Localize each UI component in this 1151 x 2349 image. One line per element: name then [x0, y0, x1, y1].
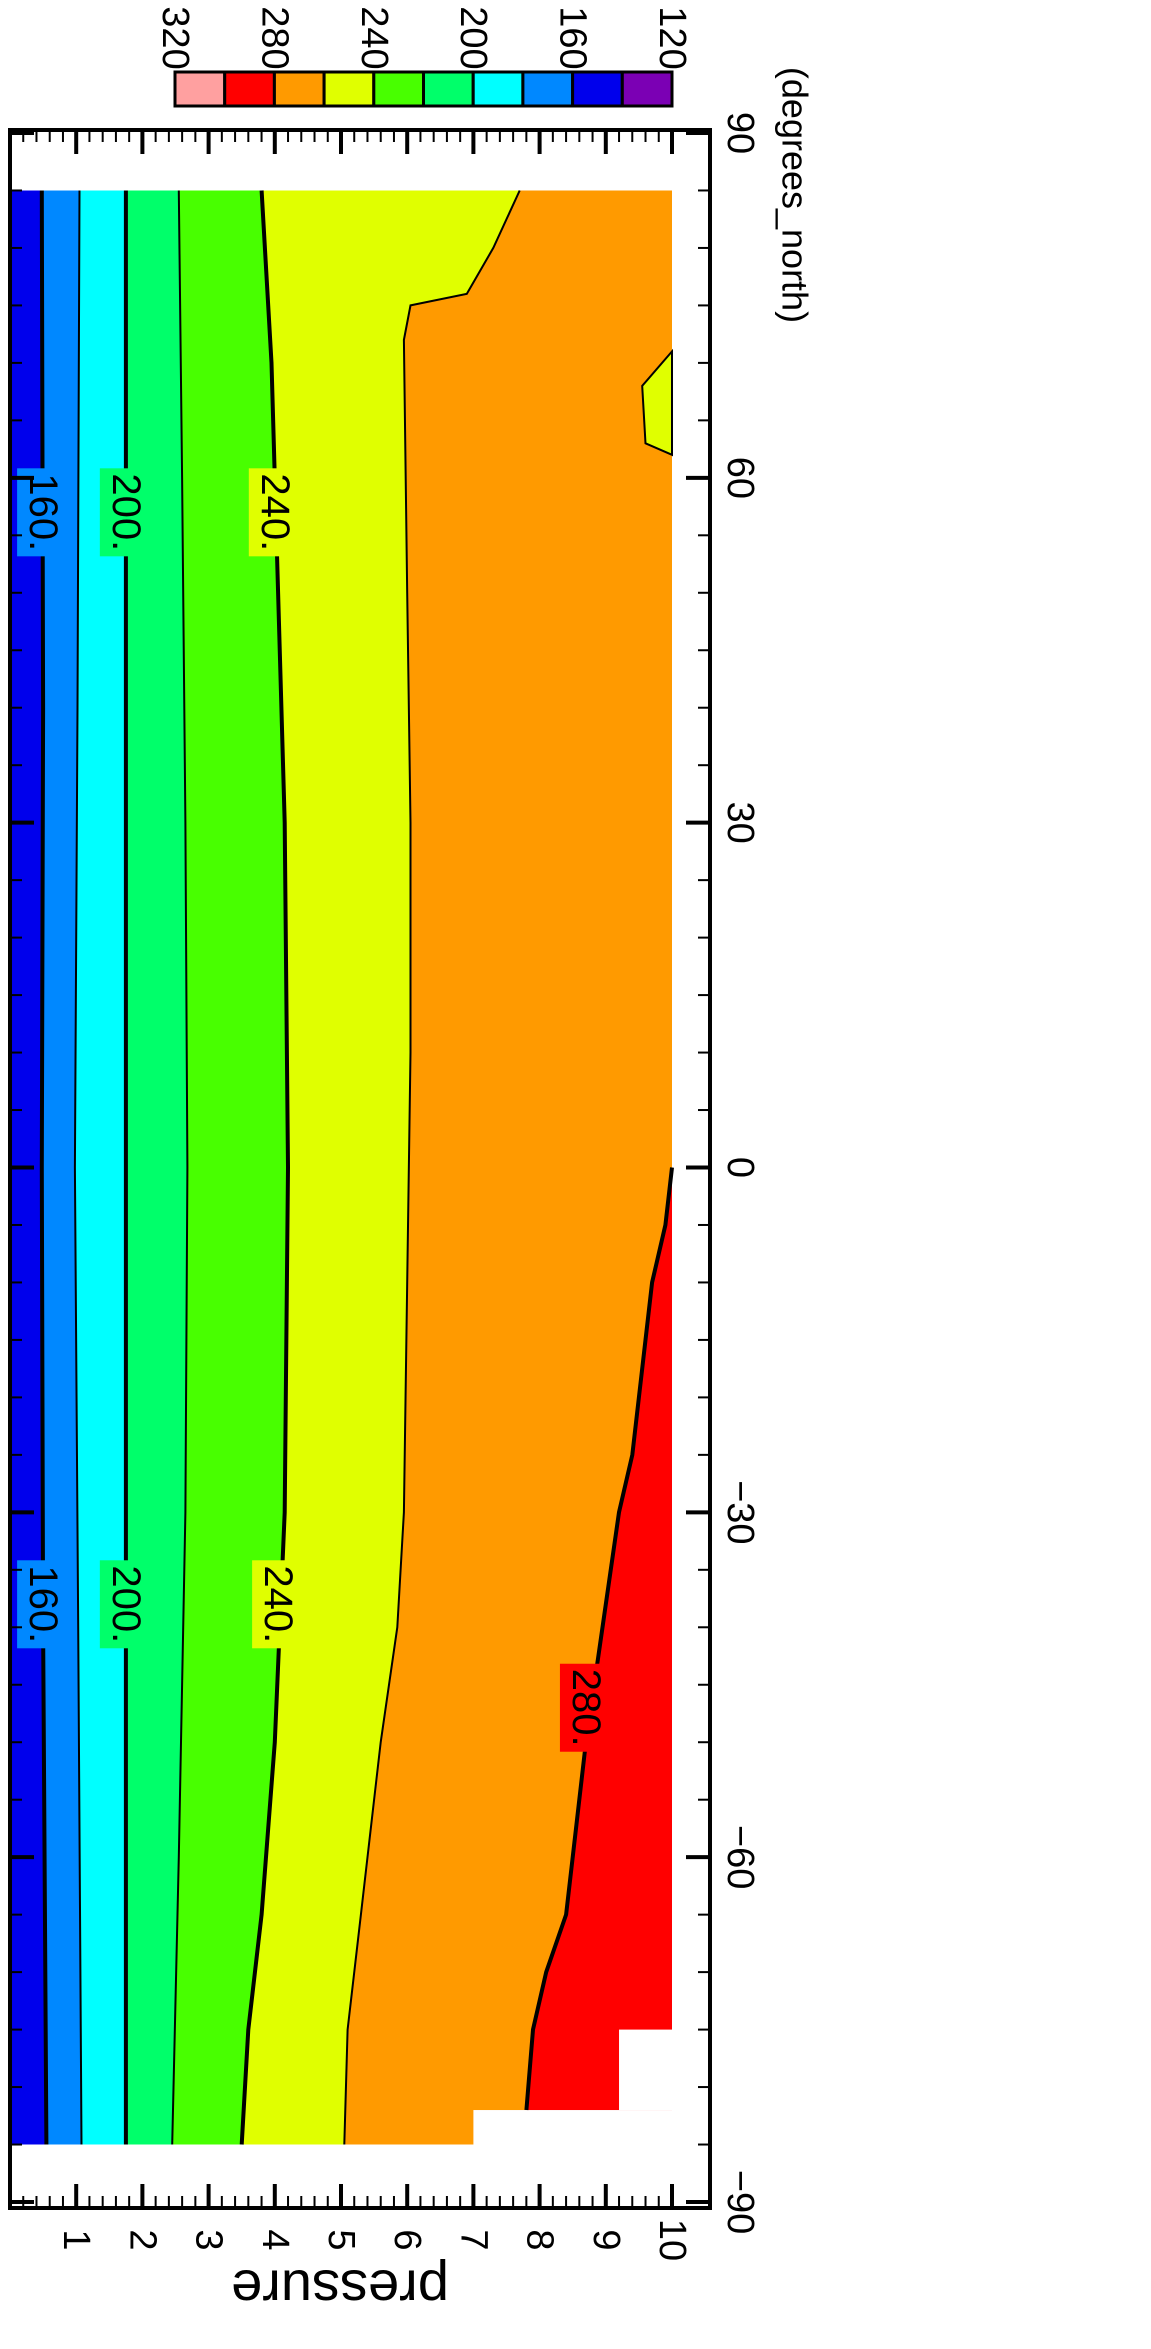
colorbar: 120 160 200 240 280 320 [154, 6, 693, 108]
contour-label-bg [99, 468, 152, 557]
latitude-tick-label: −30 [719, 1480, 761, 1544]
contour-label-bg [17, 1560, 70, 1649]
colorbar-swatch [471, 70, 525, 108]
pressure-tick-label: 9 [585, 2229, 627, 2250]
contour-line-280 [524, 1167, 674, 2111]
colorbar-tick-label: 160 [552, 6, 594, 69]
contour-line-220 [171, 190, 189, 2145]
plot-area: 160. 200. 240. 160. 200. 240. 280. [10, 190, 674, 2145]
pressure-tick-label: 7 [452, 2229, 494, 2250]
colorbar-tick-label: 120 [651, 6, 693, 69]
contour-label-bg [17, 468, 70, 557]
latitude-tick-label: 90 [719, 112, 761, 154]
colorbar-tick-label: 320 [154, 6, 196, 69]
contour-band [172, 190, 288, 2145]
colorbar-tick-label: 200 [452, 6, 494, 69]
contour-label: 160. [21, 473, 65, 551]
colorbar-tick-label: 240 [353, 6, 395, 69]
contour-label: 280. [564, 1669, 608, 1747]
colorbar-swatch [372, 70, 425, 108]
pressure-tick-label: 1 [55, 2229, 97, 2250]
axes: 1 2 3 4 5 6 7 8 9 10 −90 −60 −30 0 30 60 90 [8, 112, 761, 2261]
pressure-tick-label: 2 [121, 2229, 163, 2250]
contour-label-bg [99, 1560, 152, 1649]
contour-band [41, 190, 82, 2145]
contour-label: 160. [21, 1565, 65, 1643]
latitude-tick-label: 30 [719, 802, 761, 844]
contour-label: 240. [253, 473, 297, 551]
contour-label-bg [248, 468, 301, 557]
colorbar-swatch [223, 70, 276, 108]
contour-band [241, 190, 520, 2145]
pressure-tick-label: 5 [320, 2229, 362, 2250]
contour-island [641, 348, 673, 457]
latitude-tick-label: −60 [719, 1825, 761, 1889]
latitude-tick-label: 0 [719, 1157, 761, 1178]
colorbar-swatch [571, 70, 624, 108]
contour-label: 240. [256, 1565, 300, 1643]
y-axis-unit-label: (degrees_north) [775, 67, 816, 323]
x-axis-title: pressure [231, 2259, 449, 2322]
pressure-tick-label: 10 [651, 2219, 693, 2261]
pressure-tick-label: 4 [254, 2229, 296, 2250]
latitude-tick-label: −90 [719, 2170, 761, 2234]
contour-label: 200. [104, 473, 148, 551]
contour-band [74, 190, 126, 2145]
pressure-tick-label: 3 [188, 2229, 230, 2250]
missing-data-region [473, 2110, 672, 2145]
colorbar-swatch [521, 70, 575, 108]
contour-label-bg [559, 1663, 612, 1752]
missing-data-region [619, 2029, 672, 2111]
contour-line-180 [73, 190, 83, 2145]
contour-label-bg [252, 1560, 305, 1649]
colorbar-tick-label: 280 [253, 6, 295, 69]
colorbar-swatch [272, 70, 326, 108]
colorbar-swatch [322, 70, 376, 108]
colorbar-swatch [422, 70, 475, 108]
pressure-tick-label: 8 [519, 2229, 561, 2250]
contour-label: 200. [104, 1565, 148, 1643]
contour-band [125, 190, 188, 2145]
contour-line-260 [343, 190, 521, 2145]
pressure-tick-label: 6 [386, 2229, 428, 2250]
latitude-tick-label: 60 [719, 457, 761, 499]
colorbar-swatch [173, 70, 227, 108]
contour-band [344, 190, 672, 2145]
colorbar-swatch [620, 70, 674, 108]
